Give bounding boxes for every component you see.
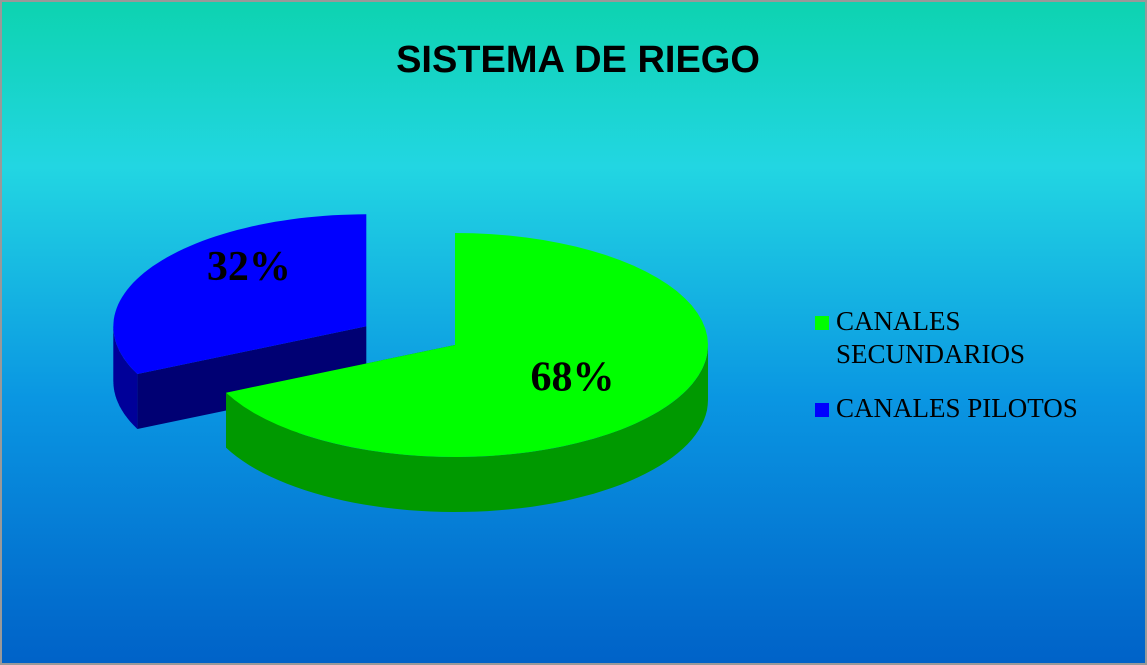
slice: [226, 233, 708, 512]
legend-swatch: [815, 403, 829, 417]
slice-cut-face: [137, 326, 367, 429]
slice-top: [113, 214, 367, 374]
chart-title: SISTEMA DE RIEGO: [396, 39, 760, 81]
data-label: 32%: [207, 244, 291, 290]
legend-swatch: [815, 316, 829, 330]
data-label: 68%: [530, 355, 614, 401]
slice-side: [226, 345, 708, 512]
slice-top: [226, 233, 708, 457]
slice: [113, 214, 367, 429]
legend-label: CANALES PILOTOS: [836, 393, 1078, 423]
slice-side: [113, 326, 138, 429]
legend-label: CANALES SECUNDARIOS: [836, 306, 1026, 369]
